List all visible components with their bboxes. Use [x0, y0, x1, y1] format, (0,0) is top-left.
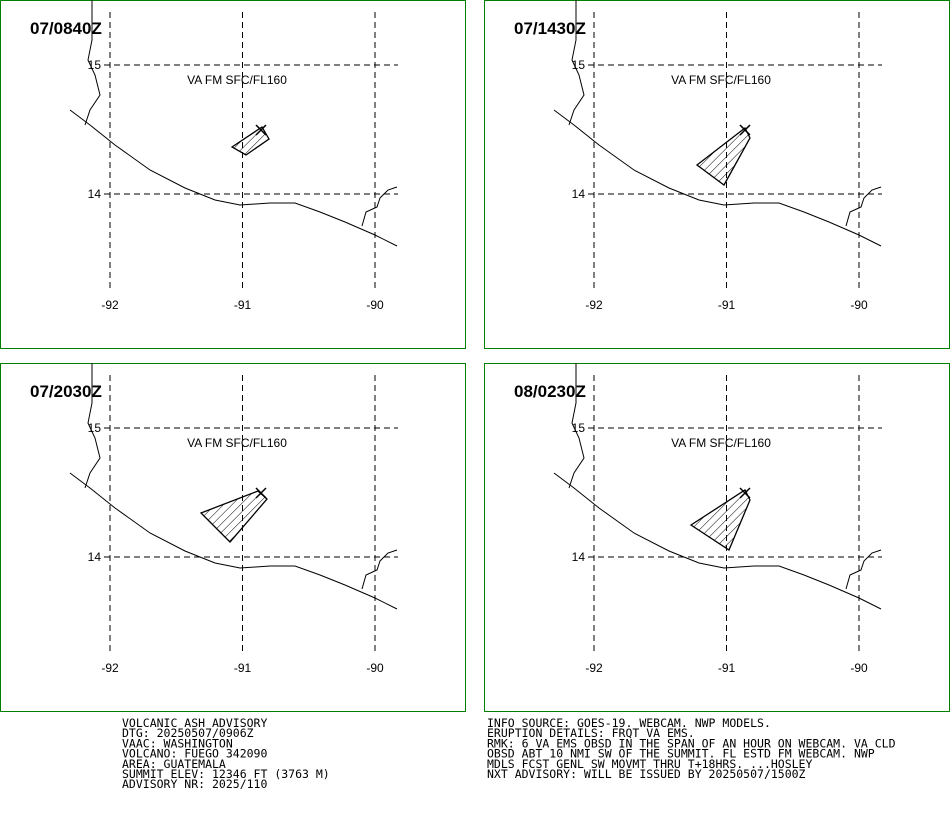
advisory-line: VOLCANO: FUEGO 342090: [122, 747, 267, 761]
volcano-marker: [255, 124, 267, 136]
longitude-label: -90: [366, 298, 384, 312]
ash-cloud: [695, 127, 751, 186]
advisory-line: DTG: 20250507/0906Z: [122, 726, 254, 740]
latitude-label: 14: [88, 187, 102, 201]
border: [361, 186, 398, 227]
map-panel: -92 -91 -90 15 14 07/1430Z VA FM SFC/FL160: [484, 0, 950, 349]
panel-border: [0, 363, 466, 712]
longitude-label: -90: [366, 661, 384, 675]
map-panel: -92 -91 -90 15 14 07/2030Z VA FM SFC/FL160: [0, 363, 466, 712]
advisory-line: ERUPTION DETAILS: FRQT VA EMS.: [487, 726, 695, 740]
latitude-label: 15: [88, 421, 102, 435]
longitude-label: -91: [234, 661, 252, 675]
coastline: [69, 472, 398, 610]
border: [845, 186, 882, 227]
ash-cloud: [199, 490, 268, 543]
advisory-line: ADVISORY NR: 2025/110: [122, 777, 267, 791]
flight-level: VA FM SFC/FL160: [671, 73, 771, 87]
valid-time: 08/0230Z: [514, 382, 586, 401]
volcano-marker: [739, 124, 751, 136]
longitude-label: -91: [718, 661, 736, 675]
longitude-label: -92: [101, 661, 119, 675]
valid-time: 07/1430Z: [514, 19, 586, 38]
advisory-line: MDLS FCST GENL SW MOVMT THRU T+18HRS. ..…: [487, 757, 812, 771]
longitude-label: -90: [850, 661, 868, 675]
panel-border: [0, 0, 466, 349]
border: [845, 549, 882, 590]
border: [568, 363, 585, 489]
coastline: [553, 109, 882, 247]
advisory-line: VOLCANIC ASH ADVISORY: [122, 716, 267, 730]
valid-time: 07/0840Z: [30, 19, 102, 38]
longitude-label: -91: [234, 298, 252, 312]
advisory-line: NXT ADVISORY: WILL BE ISSUED BY 20250507…: [487, 767, 806, 781]
border: [84, 363, 101, 489]
advisory-line: OBSD ABT 10 NMI SW OF THE SUMMIT. FL EST…: [487, 747, 875, 761]
latitude-label: 14: [572, 550, 586, 564]
flight-level: VA FM SFC/FL160: [671, 436, 771, 450]
ash-cloud: [689, 489, 751, 551]
border: [84, 0, 101, 126]
latitude-label: 14: [572, 187, 586, 201]
latitude-label: 15: [572, 58, 586, 72]
border: [361, 549, 398, 590]
advisory-line: VAAC: WASHINGTON: [122, 736, 233, 750]
coastline: [69, 109, 398, 247]
longitude-label: -90: [850, 298, 868, 312]
latitude-label: 15: [572, 421, 586, 435]
flight-level: VA FM SFC/FL160: [187, 73, 287, 87]
map-panel: -92 -91 -90 15 14 07/0840Z VA FM SFC/FL160: [0, 0, 466, 349]
coastline: [553, 472, 882, 610]
ash-cloud: [230, 126, 270, 156]
longitude-label: -91: [718, 298, 736, 312]
longitude-label: -92: [585, 661, 603, 675]
longitude-label: -92: [585, 298, 603, 312]
latitude-label: 14: [88, 550, 102, 564]
advisory-line: AREA: GUATEMALA: [122, 757, 226, 771]
advisory-line: RMK: 6 VA EMS OBSD IN THE SPAN OF AN HOU…: [487, 736, 896, 750]
longitude-label: -92: [101, 298, 119, 312]
latitude-label: 15: [88, 58, 102, 72]
valid-time: 07/2030Z: [30, 382, 102, 401]
volcano-marker: [255, 487, 267, 499]
volcano-marker: [739, 487, 751, 499]
advisory-line: INFO SOURCE: GOES-19. WEBCAM. NWP MODELS…: [487, 716, 771, 730]
border: [568, 0, 585, 126]
advisory-line: SUMMIT ELEV: 12346 FT (3763 M): [122, 767, 330, 781]
flight-level: VA FM SFC/FL160: [187, 436, 287, 450]
map-panel: -92 -91 -90 15 14 08/0230Z VA FM SFC/FL160: [484, 363, 950, 712]
